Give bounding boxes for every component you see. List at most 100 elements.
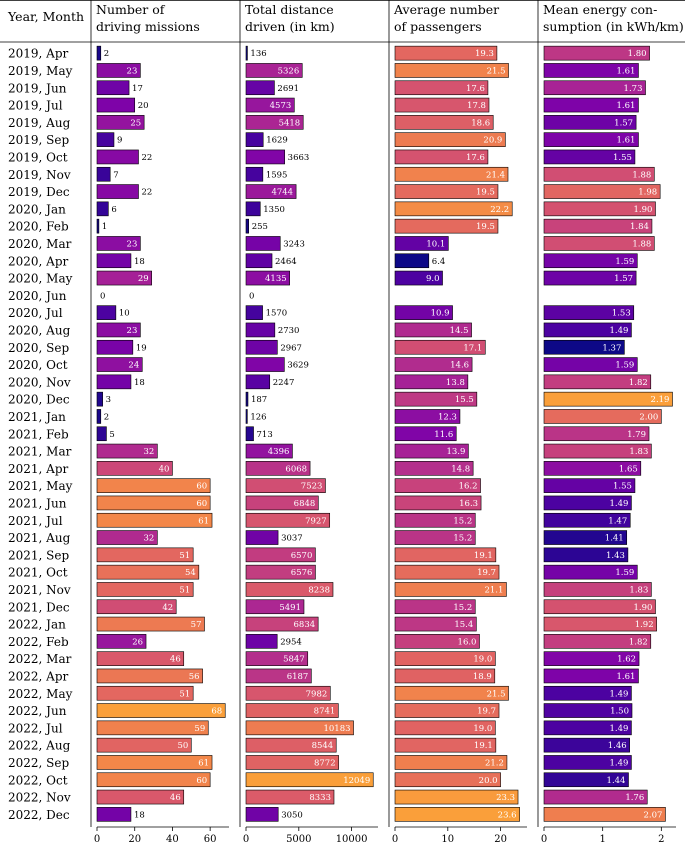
column-headers: Year, Month Number of driving missions Tota…: [7, 2, 684, 34]
bar: [543, 374, 652, 390]
bar: [543, 253, 638, 269]
data-label: 18.9: [473, 672, 492, 682]
column-title: driven (in km): [245, 19, 335, 34]
data-label: 19.1: [474, 741, 493, 751]
data-label: 2730: [278, 326, 300, 336]
bar: [543, 115, 637, 130]
table-rules: [0, 0, 685, 827]
row-label: 2020, Aug: [8, 323, 71, 337]
data-label: 6834: [294, 620, 316, 630]
data-label: 6068: [285, 464, 307, 474]
data-label: 14.5: [450, 326, 469, 336]
bar: [245, 149, 285, 165]
data-label: 19.1: [474, 551, 493, 561]
data-label: 19.7: [477, 707, 496, 717]
data-label: 1.57: [614, 274, 633, 284]
bar: [543, 149, 636, 165]
data-label: 21.4: [486, 170, 505, 180]
data-label: 255: [252, 222, 268, 232]
row-label: 2022, Nov: [8, 791, 71, 805]
bar: [245, 426, 254, 442]
bar: [394, 270, 443, 286]
row-header: Year, Month: [7, 9, 84, 24]
row-label: 2021, Aug: [8, 531, 71, 545]
bar: [543, 737, 630, 753]
column-title: Number of: [96, 2, 166, 17]
row-label: 2022, Jun: [8, 704, 67, 718]
bar: [245, 443, 293, 459]
bar: [394, 253, 430, 269]
bar: [394, 391, 478, 407]
data-label: 15.2: [453, 534, 472, 544]
data-label: 6570: [291, 551, 313, 561]
data-label: 5847: [283, 655, 305, 665]
bar: [245, 236, 281, 251]
data-label: 4744: [271, 188, 293, 198]
data-label: 1.49: [609, 499, 628, 509]
bar: [245, 201, 261, 217]
bar: [394, 564, 500, 580]
data-label: 19.0: [473, 655, 492, 665]
row-label: 2021, Nov: [8, 583, 71, 597]
bar: [394, 426, 457, 442]
data-label: 1.49: [609, 689, 628, 699]
data-label: 7927: [305, 516, 327, 526]
bar: [96, 80, 130, 96]
row-label: 2021, Jun: [8, 496, 67, 510]
data-label: 19: [136, 343, 147, 353]
data-label: 2.00: [639, 412, 658, 422]
data-label: 2: [104, 412, 109, 422]
bar: [96, 737, 192, 753]
data-label: 1.59: [615, 361, 634, 371]
data-label: 23: [127, 326, 138, 336]
data-label: 18: [134, 810, 145, 820]
data-label: 11.6: [434, 430, 453, 440]
row-label: 2022, Mar: [8, 652, 72, 666]
row-label: 2019, Jul: [8, 99, 63, 113]
bar: [96, 582, 194, 597]
x-tick-label: 1: [599, 834, 605, 845]
data-label: 4573: [270, 101, 292, 111]
row-label: 2020, Feb: [8, 220, 69, 234]
data-label: 5491: [279, 603, 301, 613]
row-label: 2019, Nov: [8, 168, 71, 182]
row-label: 2020, Mar: [8, 237, 72, 251]
bar: [394, 184, 499, 199]
data-label: 1.50: [610, 707, 629, 717]
data-label: 713: [257, 430, 273, 440]
row-label: 2020, May: [8, 272, 73, 286]
x-tick-label: 20: [494, 834, 507, 845]
bar: [245, 253, 273, 269]
bar: [543, 685, 632, 701]
row-label: 2020, Jan: [8, 202, 66, 216]
bar: [245, 755, 339, 770]
bar: [96, 772, 211, 788]
data-label: 2954: [280, 637, 302, 647]
data-label: 19.5: [476, 188, 495, 198]
bar: [394, 166, 509, 182]
data-label: 20: [138, 101, 149, 111]
bar: [96, 720, 209, 736]
data-label: 5326: [278, 66, 300, 76]
data-label: 6.4: [432, 257, 446, 267]
data-label: 1.43: [606, 551, 625, 561]
bar: [96, 599, 177, 615]
row-label: 2022, Sep: [8, 756, 69, 770]
data-label: 1.49: [609, 326, 628, 336]
bar: [543, 184, 661, 199]
row-label: 2022, Apr: [8, 669, 69, 683]
bar: [394, 634, 480, 649]
data-label: 6576: [291, 568, 313, 578]
row-labels: 2019, Apr 2019, May 2019, Jun 2019, Jul 2019…: [8, 47, 73, 822]
bar: [245, 530, 279, 545]
bar: [543, 634, 652, 649]
row-label: 2020, Jul: [8, 306, 63, 320]
data-label: 12.3: [438, 412, 457, 422]
row-label: 2020, Dec: [8, 393, 70, 407]
bar: [245, 720, 354, 736]
data-label: 17.1: [463, 343, 482, 353]
data-label: 10: [119, 309, 130, 319]
bar: [245, 409, 248, 424]
data-label: 17.8: [467, 101, 486, 111]
bar: [96, 184, 139, 199]
